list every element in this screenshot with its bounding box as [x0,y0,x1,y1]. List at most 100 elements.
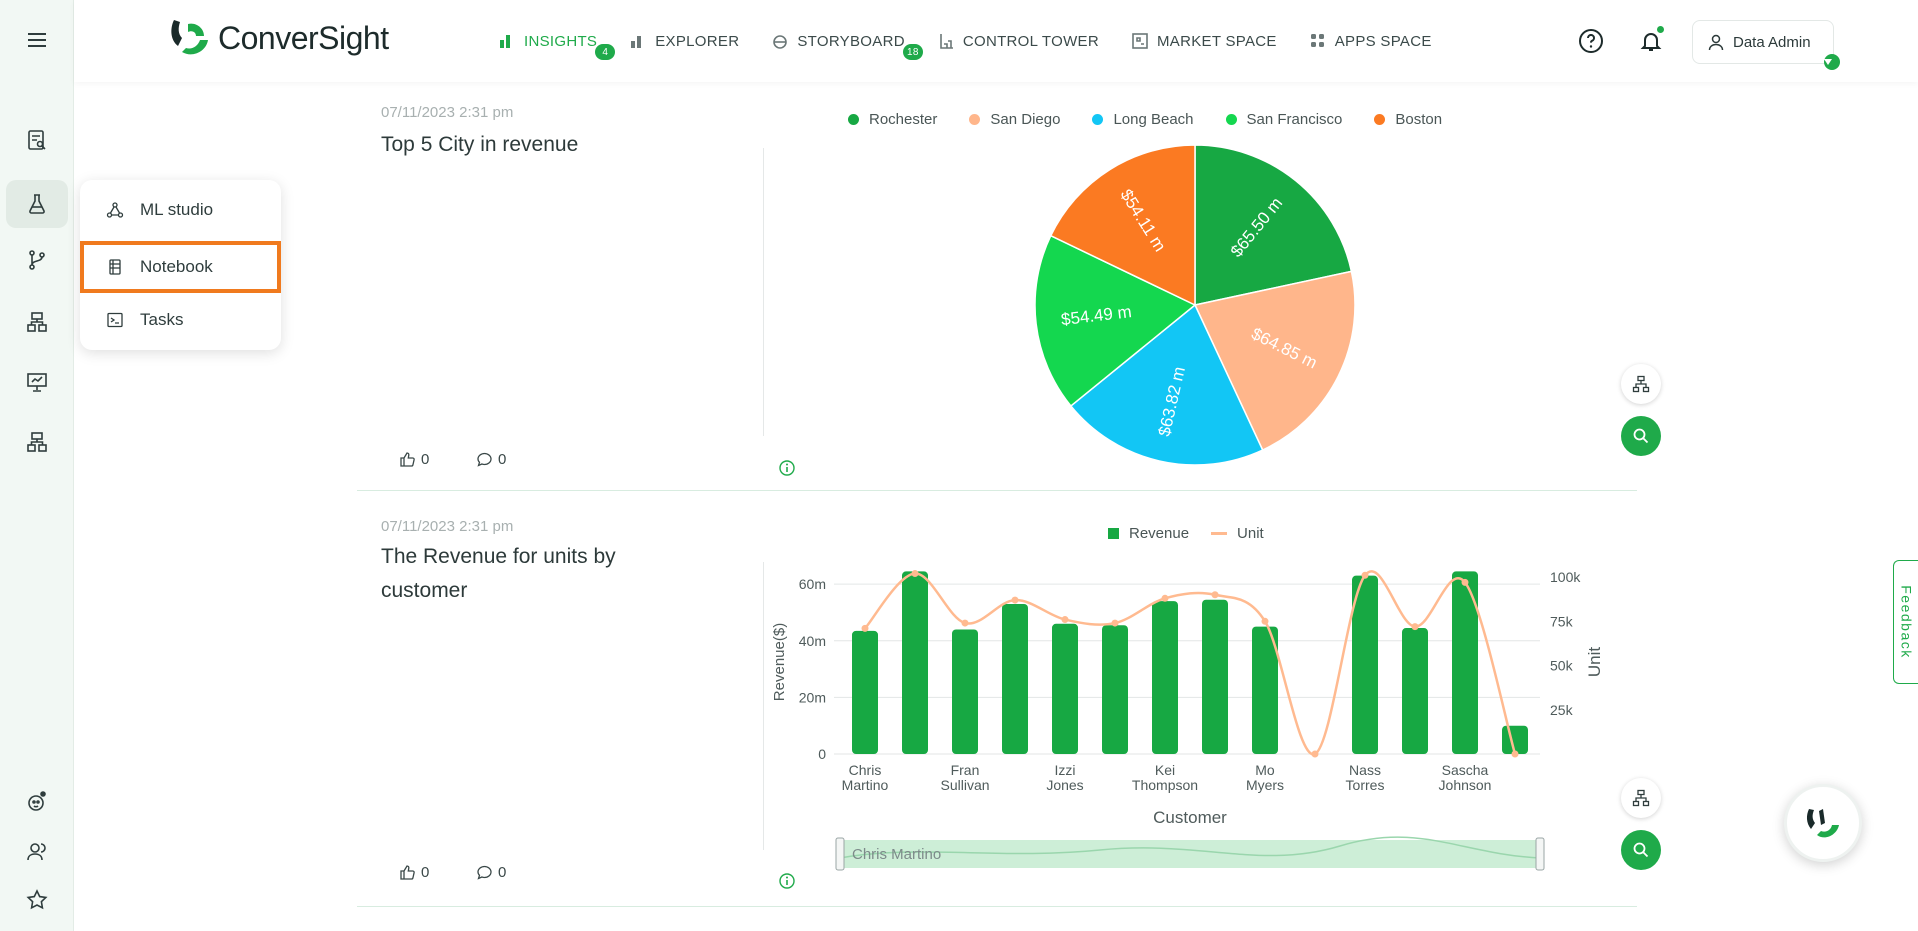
revenue-bar[interactable] [952,629,978,754]
pie-slice-boston[interactable] [1049,144,1196,307]
revenue-bar[interactable] [1102,625,1128,754]
unit-point[interactable] [1111,619,1119,627]
unit-point[interactable] [1161,594,1169,602]
legend-label: Boston [1395,111,1443,128]
nav-market-space[interactable]: MARKET SPACE [1131,32,1277,50]
pie-slice-san-francisco[interactable] [1034,234,1197,408]
rail-star-icon[interactable] [6,876,68,924]
rail-presentation-icon[interactable] [6,358,68,406]
card-separator [357,906,1637,907]
nav-explorer-label: EXPLORER [655,32,740,50]
rail-users-icon[interactable] [6,828,68,876]
revenue-bar[interactable] [1152,601,1178,754]
legend-square [1108,528,1119,539]
notification-bell-icon[interactable] [1636,26,1666,56]
unit-point[interactable] [1311,750,1319,758]
menu-item-label: ML studio [140,200,214,219]
range-slider-track[interactable] [840,840,1540,868]
card-1-search-button[interactable] [1621,416,1661,456]
unit-point[interactable] [1511,750,1519,758]
explorer-icon [631,36,642,48]
unit-point[interactable] [1211,591,1219,599]
legend-san-diego[interactable]: San Diego [969,111,1060,128]
comment-icon [477,865,492,880]
legend-unit[interactable]: Unit [1211,525,1264,542]
legend-label: Revenue [1129,525,1190,542]
legend-revenue[interactable]: Revenue [1108,525,1189,542]
x-tick-label: Chris Martino [842,762,889,793]
menu-item-label: Notebook [140,257,213,276]
menu-item-tasks[interactable]: Tasks [80,295,281,345]
x-axis-title: Customer [1153,808,1227,827]
brand-logo[interactable]: ConverSight [168,18,389,58]
revenue-bar[interactable] [1002,603,1028,754]
x-tick-label: Mo Myers [1246,762,1284,793]
pie-slice-long-beach[interactable] [1069,303,1264,466]
card-1-info-icon[interactable] [778,459,796,477]
card-2-comment-count: 0 [498,864,507,881]
pie-slice-rochester[interactable] [1194,144,1353,306]
lab-popup-menu: ML studio Notebook Tasks [80,180,281,350]
rail-org-chart-icon[interactable] [6,418,68,466]
range-slider-left-handle[interactable] [835,837,845,871]
revenue-bar[interactable] [1402,628,1428,754]
nav-insights[interactable]: INSIGHTS 4 [498,32,616,60]
feedback-tab[interactable]: Feedback [1893,560,1918,684]
pie-slice-san-diego[interactable] [1193,270,1356,451]
rail-reports-icon[interactable] [6,116,68,164]
revenue-bar[interactable] [1352,575,1378,754]
card-2-title: The Revenue for units by customer [381,545,616,602]
revenue-bar[interactable] [1052,623,1078,754]
rail-hierarchy-icon[interactable] [6,298,68,346]
card-2-like-button[interactable]: 0 [399,864,429,881]
unit-point[interactable] [1361,571,1369,579]
revenue-bar[interactable] [902,571,928,754]
card-1-like-button[interactable]: 0 [399,451,429,468]
legend-long-beach[interactable]: Long Beach [1092,111,1194,128]
range-slider-right-handle[interactable] [1535,837,1545,871]
revenue-bar[interactable] [852,630,878,754]
main-nav: INSIGHTS 4 EXPLORER STORYBOARD 18 CONTRO… [498,0,1464,82]
y2-tick-label: 50k [1550,658,1574,674]
help-icon[interactable] [1576,26,1606,56]
card-2-hierarchy-button[interactable] [1621,778,1661,818]
rail-lab-flask-icon[interactable] [6,180,68,228]
menu-item-ml-studio[interactable]: ML studio [80,185,281,235]
card-1-comment-button[interactable]: 0 [476,451,506,468]
legend-label: Unit [1237,525,1264,542]
card-2-like-count: 0 [421,864,430,881]
nav-control-tower[interactable]: CONTROL TOWER [937,32,1099,50]
nav-storyboard[interactable]: STORYBOARD 18 [771,32,923,60]
unit-point[interactable] [911,570,919,578]
card-1-hierarchy-button[interactable] [1621,364,1661,404]
card-2-search-button[interactable] [1621,830,1661,870]
rail-branch-icon[interactable] [6,236,68,284]
unit-point[interactable] [1411,623,1419,631]
revenue-bar[interactable] [1202,599,1228,754]
hamburger-menu-icon[interactable] [6,16,68,64]
nav-control-tower-label: CONTROL TOWER [962,32,1099,50]
unit-point[interactable] [1261,617,1269,625]
revenue-bar[interactable] [1452,571,1478,754]
terminal-icon [107,312,123,328]
left-rail [0,0,74,931]
card-2-info-icon[interactable] [778,872,796,890]
user-menu-button[interactable]: Data Admin [1692,20,1840,70]
legend-san-francisco[interactable]: San Francisco [1225,111,1342,128]
unit-point[interactable] [861,624,869,632]
legend-rochester[interactable]: Rochester [848,111,937,128]
unit-point[interactable] [1011,596,1019,604]
unit-point[interactable] [1061,616,1069,624]
chat-assistant-button[interactable] [1784,784,1862,862]
revenue-bar[interactable] [1252,626,1278,754]
nav-apps-space[interactable]: APPS SPACE [1309,32,1432,50]
card-2-comment-button[interactable]: 0 [476,864,506,881]
nav-explorer[interactable]: EXPLORER [629,32,739,50]
unit-point[interactable] [961,619,969,627]
legend-boston[interactable]: Boston [1374,111,1442,128]
chevron-down-icon[interactable] [1824,54,1840,70]
unit-point[interactable] [1461,578,1469,586]
menu-item-notebook[interactable]: Notebook [80,241,281,293]
rail-bot-icon[interactable] [6,778,68,826]
